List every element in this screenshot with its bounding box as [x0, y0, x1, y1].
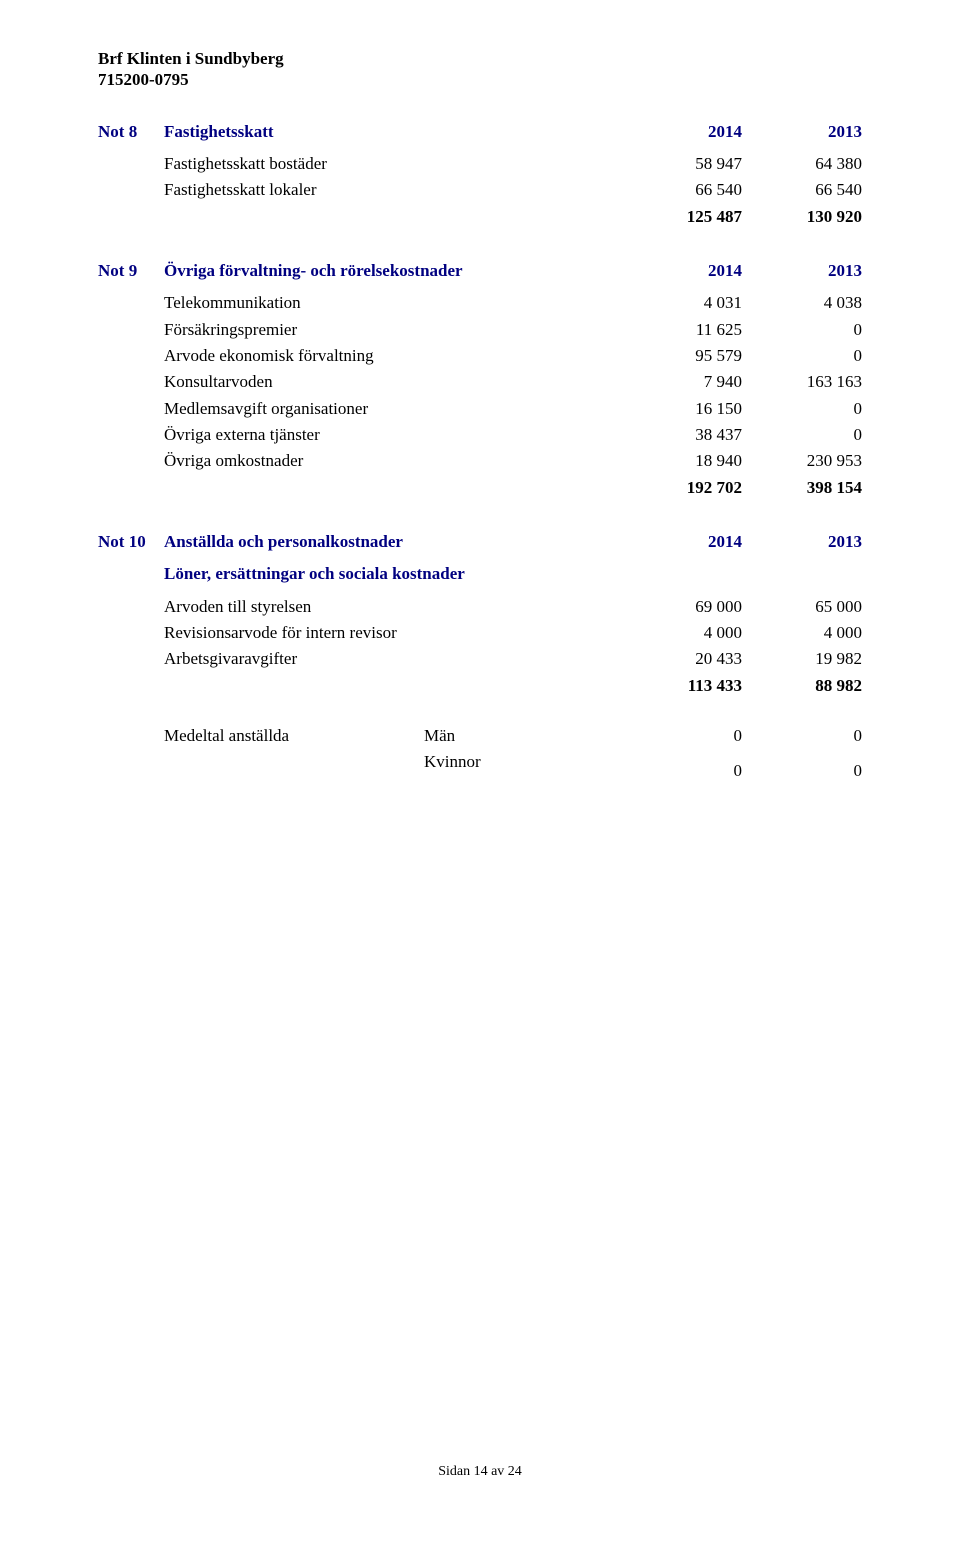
note-8-title: Fastighetsskatt — [164, 119, 622, 145]
note-10: Not 10 Anställda och personalkostnader 2… — [98, 529, 862, 784]
row-value: 0 — [622, 758, 742, 784]
note-9-total: 192 702 398 154 — [98, 475, 862, 501]
row-value: 0 — [742, 396, 862, 422]
note-10-title-row: Not 10 Anställda och personalkostnader 2… — [98, 529, 862, 555]
table-row: Arvode ekonomisk förvaltning 95 579 0 — [98, 343, 862, 369]
row-value: 0 — [742, 723, 862, 749]
total-value: 192 702 — [622, 475, 742, 501]
note-10-title: Anställda och personalkostnader — [164, 529, 622, 555]
total-value: 113 433 — [622, 673, 742, 699]
note-10-subheading-row: Löner, ersättningar och sociala kostnade… — [98, 561, 862, 587]
row-value: 19 982 — [742, 646, 862, 672]
row-label: Arvode ekonomisk förvaltning — [164, 343, 622, 369]
note-8-title-row: Not 8 Fastighetsskatt 2014 2013 — [98, 119, 862, 145]
row-value: 0 — [742, 758, 862, 784]
row-label: Övriga externa tjänster — [164, 422, 622, 448]
row-value: 18 940 — [622, 448, 742, 474]
table-row: Försäkringspremier 11 625 0 — [98, 317, 862, 343]
table-row: Revisionsarvode för intern revisor 4 000… — [98, 620, 862, 646]
note-10-total: 113 433 88 982 — [98, 673, 862, 699]
note-9: Not 9 Övriga förvaltning- och rörelsekos… — [98, 258, 862, 501]
total-value: 88 982 — [742, 673, 862, 699]
doc-header: Brf Klinten i Sundbyberg 715200-0795 — [98, 48, 862, 91]
table-row: Arbetsgivaravgifter 20 433 19 982 — [98, 646, 862, 672]
row-label: Fastighetsskatt lokaler — [164, 177, 622, 203]
row-value: 7 940 — [622, 369, 742, 395]
note-8-year-1: 2014 — [622, 119, 742, 145]
row-value: 66 540 — [622, 177, 742, 203]
row-value: 163 163 — [742, 369, 862, 395]
row-label: Arbetsgivaravgifter — [164, 646, 622, 672]
medeltal-row: Kvinnor 0 0 — [98, 749, 862, 784]
row-value: 230 953 — [742, 448, 862, 474]
row-label: Telekommunikation — [164, 290, 622, 316]
table-row: Övriga externa tjänster 38 437 0 — [98, 422, 862, 448]
note-9-year-1: 2014 — [622, 258, 742, 284]
note-10-year-1: 2014 — [622, 529, 742, 555]
note-8-total: 125 487 130 920 — [98, 204, 862, 230]
table-row: Fastighetsskatt lokaler 66 540 66 540 — [98, 177, 862, 203]
note-10-year-2: 2013 — [742, 529, 862, 555]
note-8-year-2: 2013 — [742, 119, 862, 145]
row-value: 0 — [742, 422, 862, 448]
page-footer: Sidan 14 av 24 — [0, 1464, 960, 1480]
total-value: 130 920 — [742, 204, 862, 230]
row-value: 0 — [622, 723, 742, 749]
row-label: Medlemsavgift organisationer — [164, 396, 622, 422]
note-9-ref: Not 9 — [98, 258, 164, 284]
row-value: 65 000 — [742, 594, 862, 620]
table-row: Konsultarvoden 7 940 163 163 — [98, 369, 862, 395]
note-10-subheading: Löner, ersättningar och sociala kostnade… — [164, 561, 622, 587]
row-value: 20 433 — [622, 646, 742, 672]
note-9-year-2: 2013 — [742, 258, 862, 284]
row-value: 4 038 — [742, 290, 862, 316]
row-value: 16 150 — [622, 396, 742, 422]
row-value: 64 380 — [742, 151, 862, 177]
medeltal-label: Medeltal anställda — [164, 723, 424, 749]
medeltal-sub: Kvinnor — [424, 749, 622, 775]
row-value: 69 000 — [622, 594, 742, 620]
note-10-ref: Not 10 — [98, 529, 164, 555]
row-label: Övriga omkostnader — [164, 448, 622, 474]
row-value: 58 947 — [622, 151, 742, 177]
row-value: 4 000 — [622, 620, 742, 646]
row-value: 4 031 — [622, 290, 742, 316]
row-value: 11 625 — [622, 317, 742, 343]
note-9-title-row: Not 9 Övriga förvaltning- och rörelsekos… — [98, 258, 862, 284]
note-8: Not 8 Fastighetsskatt 2014 2013 Fastighe… — [98, 119, 862, 230]
row-value: 66 540 — [742, 177, 862, 203]
org-number: 715200-0795 — [98, 69, 862, 90]
table-row: Övriga omkostnader 18 940 230 953 — [98, 448, 862, 474]
note-8-ref: Not 8 — [98, 119, 164, 145]
note-9-title: Övriga förvaltning- och rörelsekostnader — [164, 258, 622, 284]
row-value: 38 437 — [622, 422, 742, 448]
total-value: 125 487 — [622, 204, 742, 230]
table-row: Telekommunikation 4 031 4 038 — [98, 290, 862, 316]
row-label: Fastighetsskatt bostäder — [164, 151, 622, 177]
total-value: 398 154 — [742, 475, 862, 501]
row-value: 0 — [742, 343, 862, 369]
page: Brf Klinten i Sundbyberg 715200-0795 Not… — [0, 0, 960, 1558]
table-row: Fastighetsskatt bostäder 58 947 64 380 — [98, 151, 862, 177]
medeltal-sub: Män — [424, 723, 622, 749]
row-value: 95 579 — [622, 343, 742, 369]
medeltal-row: Medeltal anställda Män 0 0 — [98, 723, 862, 749]
row-label: Konsultarvoden — [164, 369, 622, 395]
org-name: Brf Klinten i Sundbyberg — [98, 48, 862, 69]
row-value: 4 000 — [742, 620, 862, 646]
row-value: 0 — [742, 317, 862, 343]
table-row: Arvoden till styrelsen 69 000 65 000 — [98, 594, 862, 620]
row-label: Försäkringspremier — [164, 317, 622, 343]
table-row: Medlemsavgift organisationer 16 150 0 — [98, 396, 862, 422]
row-label: Revisionsarvode för intern revisor — [164, 620, 622, 646]
row-label: Arvoden till styrelsen — [164, 594, 622, 620]
